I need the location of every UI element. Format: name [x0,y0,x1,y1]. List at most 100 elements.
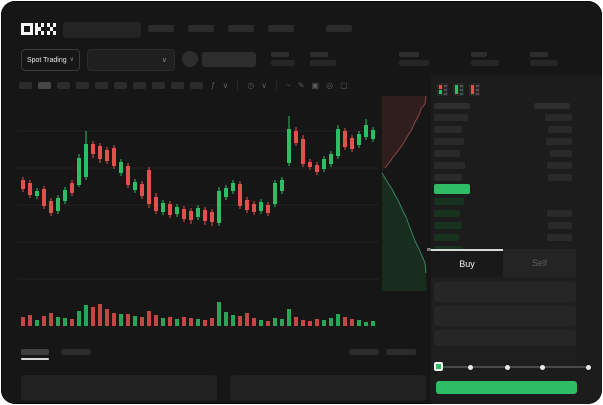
volume-bars [21,302,375,326]
amount-slider-handle[interactable] [434,362,443,371]
timeframe-button[interactable] [152,82,165,89]
bid-amount-placeholder [547,234,572,241]
line-tool-icon[interactable]: ~ [286,80,291,90]
candles [21,116,375,226]
interval-clock-icon[interactable]: ◷ [247,80,255,90]
timeframe-button[interactable] [57,82,70,89]
fullscreen-icon[interactable]: ▢ [340,80,348,90]
timeframe-button[interactable] [76,82,89,89]
tab-buy[interactable]: Buy [431,249,503,277]
bid-amount-placeholder [547,210,572,217]
bid-amount-placeholder [548,222,572,229]
icon-line [444,93,447,95]
icon-line [460,85,463,87]
ask-amount-placeholder [546,138,572,145]
icon-line [476,89,479,91]
draw-tool-icon[interactable]: ✎ [297,80,305,90]
nav-item-placeholder[interactable] [268,25,294,32]
icon-line [444,85,447,87]
ask-price-placeholder [434,162,465,169]
icon-line [444,89,447,91]
account-button[interactable] [202,52,256,67]
submit-buy-button[interactable] [436,381,577,394]
snapshot-icon[interactable]: ▣ [311,80,320,90]
orderbook-view-asks-icon[interactable] [469,83,480,96]
market-selector-button[interactable]: Spot Trading ∨ [21,49,80,71]
sell-tab-label: Sell [531,258,547,268]
last-price-badge [434,184,470,194]
ask-amount-placeholder [548,174,572,181]
chevron-down-icon: ∨ [69,57,75,63]
icon-line [476,85,479,87]
timeframe-button[interactable] [114,82,127,89]
top-nav [148,25,352,32]
ticker-stat-placeholder [271,52,295,66]
timeframe-button[interactable] [19,82,32,89]
stat-value-placeholder [471,60,499,66]
chevron-down-icon[interactable]: ∨ [261,80,268,90]
order-form-field[interactable] [434,282,576,302]
nav-item-placeholder[interactable] [188,25,214,32]
stat-label-placeholder [471,52,487,57]
timeframe-button[interactable] [171,82,184,89]
icon-ask-mark [439,85,442,89]
timeframe-button[interactable] [133,82,146,89]
stat-label-placeholder [310,52,328,57]
orderbook-view-combined-icon[interactable] [437,83,448,96]
slider-step-dot[interactable] [585,364,591,370]
ticker-stat-placeholder [399,52,429,66]
bid-price-placeholder [434,198,464,205]
slider-step-dot[interactable] [539,364,545,370]
divider: │ [274,80,280,90]
bottom-tab-placeholder[interactable] [61,349,91,355]
stat-value-placeholder [399,60,429,66]
stat-value-placeholder [530,60,558,66]
order-form-field[interactable] [434,330,576,346]
slider-step-dot[interactable] [467,364,473,370]
ticker-stat-placeholder [310,52,336,66]
timeframe-button[interactable] [190,82,203,89]
bottom-tab-placeholder[interactable] [21,349,49,355]
active-tab-underline [21,358,49,360]
history-panel-placeholder [230,375,426,401]
nav-item-placeholder[interactable] [148,25,174,32]
stat-label-placeholder [530,52,548,57]
orderbook-view-bids-icon[interactable] [453,83,464,96]
chevron-down-icon[interactable]: ∨ [222,80,229,90]
order-form-field[interactable] [434,306,576,326]
icon-bid-mark [439,90,442,94]
ask-amount-placeholder [545,114,572,121]
indicators-icon[interactable]: ƒ [211,80,216,90]
chart-toolbar [19,82,203,89]
orderbook-trade-panel: Buy Sell [431,75,602,404]
market-selector-label: Spot Trading [26,56,67,64]
chart-settings-icon[interactable]: ◎ [326,80,334,90]
ask-price-placeholder [434,138,464,145]
amount-slider[interactable] [438,366,588,368]
tab-sell[interactable]: Sell [503,249,576,277]
timeframe-button[interactable] [38,82,51,89]
nav-item-placeholder[interactable] [326,25,352,32]
ask-amount-placeholder [547,162,572,169]
ask-price-placeholder [434,150,460,157]
bid-price-placeholder [434,234,459,241]
bottom-action-placeholder[interactable] [349,349,379,355]
chevron-down-icon: ∨ [161,57,167,64]
nav-item-placeholder[interactable] [228,25,254,32]
bottom-action-placeholder[interactable] [386,349,416,355]
buy-tab-label: Buy [459,259,475,269]
ask-price-placeholder [434,126,462,133]
bid-price-placeholder [434,222,462,229]
ask-price-placeholder [434,174,462,181]
timeframe-button[interactable] [95,82,108,89]
avatar[interactable] [182,51,198,67]
search-input[interactable] [63,22,141,38]
chart-toolbar-icons: ƒ ∨ │ ◷ ∨ │ ~ ✎ ▣ ◎ ▢ [211,79,348,91]
icon-line [460,89,463,91]
ticker-stats-row [271,52,558,66]
bid-price-placeholder [434,210,460,217]
slider-step-dot[interactable] [504,364,510,370]
pair-select-dropdown[interactable]: ∨ [87,49,175,71]
